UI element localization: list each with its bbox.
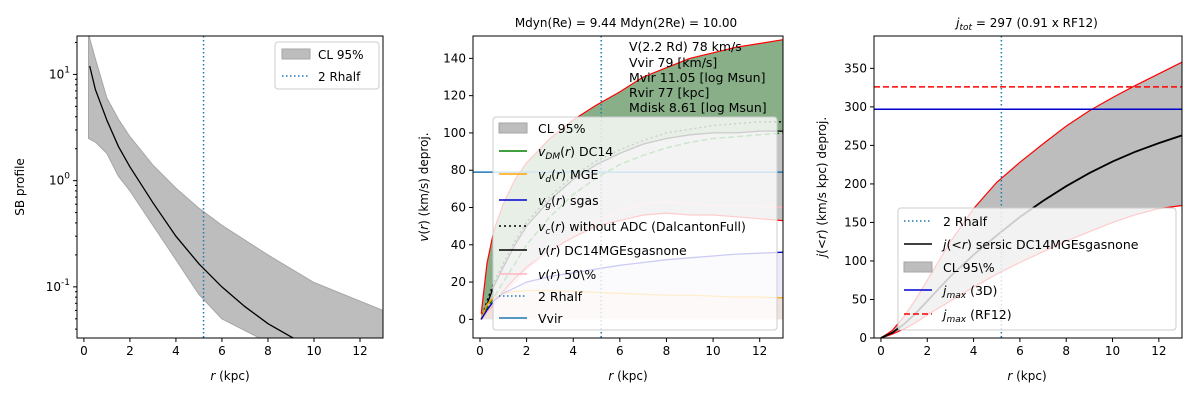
x-axis-label: r (kpc) [1007, 369, 1046, 383]
annotation-v22: V(2.2 Rd) 78 km/s [629, 39, 742, 54]
legend-label-vd: vd(r) MGE [538, 167, 598, 185]
x-tick-label: 8 [663, 344, 671, 358]
legend-label-jmaxrf12: jmax (RF12) [941, 307, 1012, 325]
legend-swatch-band [903, 261, 933, 273]
x-ticks: 0 2 4 6 8 10 12 [877, 338, 1166, 358]
y-ticks: 0 20 40 60 80 100 120 140 [443, 51, 473, 326]
x-tick-label: 2 [126, 344, 134, 358]
legend-swatch-band [281, 48, 311, 60]
legend-label-rhalf: 2 Rhalf [943, 214, 988, 229]
x-tick-label: 4 [569, 344, 577, 358]
axes-frame [76, 35, 384, 339]
x-tick-label: 12 [752, 344, 767, 358]
annotations: V(2.2 Rd) 78 km/s Vvir 79 [km/s] Mvir 11… [629, 39, 767, 115]
y-tick-label: 80 [451, 163, 466, 177]
x-tick-label: 0 [476, 344, 484, 358]
y-tick-label: 100 [443, 126, 466, 140]
annotation-mvir: Mvir 11.05 [log Msun] [629, 70, 765, 85]
y-axis-label: SB profile [13, 158, 27, 216]
y-tick-label: 50 [852, 292, 867, 306]
sb-profile-line [89, 65, 295, 338]
y-tick-label: 120 [443, 89, 466, 103]
legend: CL 95% 2 Rhalf [274, 41, 380, 90]
x-tick-label: 4 [172, 344, 180, 358]
confidence-band [88, 36, 383, 338]
legend-label-cl: CL 95% [318, 48, 364, 62]
axes-frame [873, 35, 1183, 339]
axes-frame [472, 35, 784, 339]
y-axis-label: j(<r) (km/s kpc) deproj. [815, 117, 829, 259]
legend-box [897, 207, 1177, 331]
x-tick-label: 6 [1016, 344, 1024, 358]
legend-label-rhalf: 2 Rhalf [538, 289, 583, 304]
legend: 2 Rhalf j(<r) sersic DC14MGEsgasnone CL … [897, 207, 1177, 331]
legend-label-vvir: Vvir [538, 311, 563, 326]
y-tick-label: 0 [458, 312, 466, 326]
panel-title: Mdyn(Re) = 9.44 Mdyn(2Re) = 10.00 [515, 16, 737, 30]
legend-label-cl: CL 95\% [943, 260, 995, 275]
y-tick-label: 200 [844, 177, 867, 191]
legend-label-jmax3d: jmax (3D) [941, 283, 997, 301]
y-axis-label: v(r) (km/s) deproj. [417, 132, 431, 241]
x-tick-label: 12 [1151, 344, 1166, 358]
y-tick-label: 10-1 [46, 278, 70, 294]
x-tick-label: 6 [218, 344, 226, 358]
y-tick-label: 300 [844, 100, 867, 114]
x-tick-label: 8 [264, 344, 272, 358]
clipped-marks [88, 36, 383, 338]
y-tick-label: 150 [844, 215, 867, 229]
legend-label-vtot: v(r) DC14MGEsgasnone [538, 243, 687, 258]
x-tick-label: 0 [877, 344, 885, 358]
legend-label-v50: v(r) 50\% [538, 267, 596, 282]
annotation-vvir: Vvir 79 [km/s] [629, 55, 717, 70]
legend-label-cl: CL 95% [538, 121, 586, 136]
x-axis-label: r (kpc) [608, 369, 647, 383]
x-axis-label: r (kpc) [210, 369, 249, 383]
y-tick-label: 140 [443, 51, 466, 65]
y-ticks: 10-1 100 101 [46, 41, 77, 330]
annotation-mdisk: Mdisk 8.61 [log Msun] [629, 100, 767, 115]
legend-label-vg: vg(r) sgas [538, 193, 599, 211]
y-tick-label: 101 [49, 65, 70, 81]
y-tick-label: 0 [859, 331, 867, 345]
y-tick-label: 40 [451, 238, 466, 252]
y-tick-label: 250 [844, 138, 867, 152]
x-tick-label: 4 [970, 344, 978, 358]
legend: CL 95% vDM(r) DC14 vd(r) MGE vg(r) sgas … [492, 116, 778, 331]
dm-band [481, 39, 783, 320]
plot-area [88, 36, 383, 338]
x-tick-label: 8 [1062, 344, 1070, 358]
x-tick-label: 10 [705, 344, 720, 358]
y-tick-label: 350 [844, 61, 867, 75]
legend-swatch-band [498, 122, 528, 134]
x-tick-label: 6 [616, 344, 624, 358]
x-ticks: 0 2 4 6 8 10 12 [80, 338, 368, 358]
legend-label-rhalf: 2 Rhalf [318, 70, 361, 84]
legend-box [492, 116, 778, 331]
y-ticks: 0 50 100 150 200 250 300 350 [844, 61, 874, 345]
x-ticks: 0 2 4 6 8 10 12 [476, 338, 767, 358]
x-tick-label: 2 [523, 344, 531, 358]
y-tick-label: 60 [451, 201, 466, 215]
legend-label-j: j(<r) sersic DC14MGEsgasnone [941, 237, 1139, 252]
legend-label-vc: vc(r) without ADC (DalcantonFull) [538, 219, 746, 237]
y-tick-label: 100 [49, 172, 70, 188]
annotation-rvir: Rvir 77 [kpc] [629, 85, 709, 100]
y-tick-label: 100 [844, 254, 867, 268]
x-tick-label: 0 [80, 344, 88, 358]
y-tick-label: 20 [451, 275, 466, 289]
panel-velocity: Mdyn(Re) = 9.44 Mdyn(2Re) = 10.00 0 2 4 6 8 1… [417, 16, 784, 383]
x-tick-label: 10 [306, 344, 321, 358]
panel-angular-momentum: jtot = 297 (0.91 x RF12) 0 2 4 6 8 10 12 0 50 10… [815, 16, 1183, 383]
x-tick-label: 10 [1105, 344, 1120, 358]
x-tick-label: 12 [352, 344, 367, 358]
legend-label-vdm: vDM(r) DC14 [538, 144, 613, 162]
x-tick-label: 2 [923, 344, 931, 358]
panel-title: jtot = 297 (0.91 x RF12) [954, 16, 1098, 33]
